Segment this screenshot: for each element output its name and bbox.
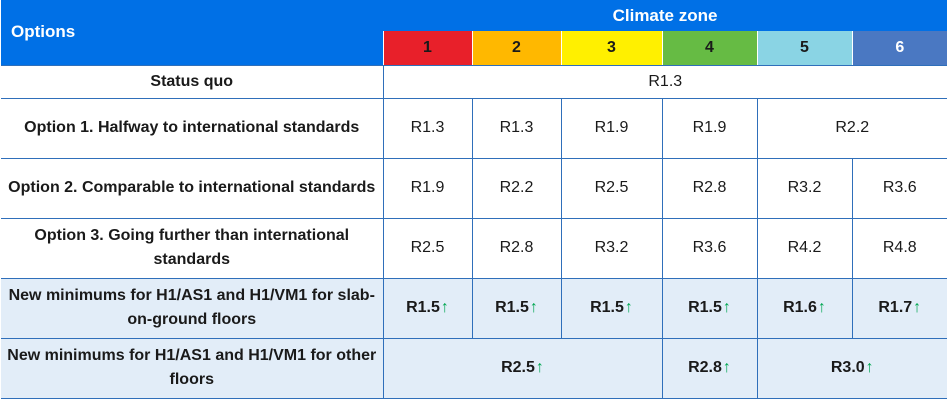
zone-header-row: 1 2 3 4 5 6 bbox=[1, 31, 948, 66]
cell-value: R2.2 bbox=[471, 158, 561, 219]
zone-1-header: 1 bbox=[382, 31, 472, 66]
up-arrow-icon: ↑ bbox=[529, 299, 538, 316]
cell-value: R1.5↑ bbox=[382, 278, 472, 339]
cell-value: R1.6↑ bbox=[756, 278, 852, 339]
value-text: R1.5 bbox=[406, 299, 440, 316]
up-arrow-icon: ↑ bbox=[722, 359, 731, 376]
row-label: Status quo bbox=[1, 65, 383, 99]
cell-value: R2.8↑ bbox=[661, 338, 757, 399]
up-arrow-icon: ↑ bbox=[440, 299, 449, 316]
cell-value: R1.9 bbox=[560, 98, 662, 159]
cell-value-merged: R3.0↑ bbox=[756, 338, 948, 399]
climate-zone-options-table: Options Climate zone 1 2 3 4 5 6 Status … bbox=[1, 0, 948, 399]
value-text: R1.6 bbox=[783, 299, 817, 316]
row-label: Option 3. Going further than internation… bbox=[1, 218, 383, 279]
row-label: Option 1. Halfway to international stand… bbox=[1, 98, 383, 159]
up-arrow-icon: ↑ bbox=[817, 299, 826, 316]
cell-value: R2.8 bbox=[661, 158, 757, 219]
cell-value: R2.8 bbox=[471, 218, 561, 279]
cell-value: R3.6 bbox=[661, 218, 757, 279]
value-text: R2.5 bbox=[501, 359, 535, 376]
option-1-row: Option 1. Halfway to international stand… bbox=[1, 98, 948, 159]
cell-value: R1.5↑ bbox=[560, 278, 662, 339]
header-row-1: Options Climate zone bbox=[1, 0, 948, 66]
status-quo-row: Status quo R1.3 bbox=[1, 65, 948, 99]
row-label: New minimums for H1/AS1 and H1/VM1 for s… bbox=[1, 278, 383, 339]
cell-value: R4.8 bbox=[851, 218, 948, 279]
up-arrow-icon: ↑ bbox=[624, 299, 633, 316]
cell-value: R1.9 bbox=[382, 158, 472, 219]
row-label: New minimums for H1/AS1 and H1/VM1 for o… bbox=[1, 338, 383, 399]
cell-value: R3.2 bbox=[560, 218, 662, 279]
zone-3-header: 3 bbox=[560, 31, 662, 66]
slab-minimums-row: New minimums for H1/AS1 and H1/VM1 for s… bbox=[1, 278, 948, 339]
zone-6-header: 6 bbox=[851, 31, 948, 66]
cell-value: R1.5↑ bbox=[471, 278, 561, 339]
option-3-row: Option 3. Going further than internation… bbox=[1, 218, 948, 279]
value-text: R1.5 bbox=[688, 299, 722, 316]
options-column-header: Options bbox=[1, 0, 383, 66]
cell-value: R2.5 bbox=[382, 218, 472, 279]
climate-zone-header: Climate zone bbox=[383, 0, 948, 31]
up-arrow-icon: ↑ bbox=[535, 359, 544, 376]
cell-value: R1.5↑ bbox=[661, 278, 757, 339]
cell-value: R1.9 bbox=[661, 98, 757, 159]
value-text: R2.8 bbox=[688, 359, 722, 376]
zone-4-header: 4 bbox=[661, 31, 757, 66]
value-text: R1.5 bbox=[590, 299, 624, 316]
value-text: R1.7 bbox=[878, 299, 913, 316]
up-arrow-icon: ↑ bbox=[722, 299, 731, 316]
other-floors-minimums-row: New minimums for H1/AS1 and H1/VM1 for o… bbox=[1, 338, 948, 399]
cell-value: R1.7↑ bbox=[851, 278, 948, 339]
cell-value-merged: R2.2 bbox=[756, 98, 948, 159]
cell-value: R1.3 bbox=[382, 98, 472, 159]
value-text: R1.5 bbox=[495, 299, 529, 316]
cell-value: R2.5 bbox=[560, 158, 662, 219]
zone-2-header: 2 bbox=[471, 31, 561, 66]
status-quo-value: R1.3 bbox=[382, 65, 948, 99]
cell-value: R3.6 bbox=[851, 158, 948, 219]
row-label: Option 2. Comparable to international st… bbox=[1, 158, 383, 219]
up-arrow-icon: ↑ bbox=[865, 359, 874, 376]
cell-value-merged: R2.5↑ bbox=[382, 338, 662, 399]
option-2-row: Option 2. Comparable to international st… bbox=[1, 158, 948, 219]
zone-5-header: 5 bbox=[756, 31, 852, 66]
cell-value: R1.3 bbox=[471, 98, 561, 159]
up-arrow-icon: ↑ bbox=[913, 299, 922, 316]
cell-value: R4.2 bbox=[756, 218, 852, 279]
value-text: R3.0 bbox=[830, 359, 865, 376]
cell-value: R3.2 bbox=[756, 158, 852, 219]
